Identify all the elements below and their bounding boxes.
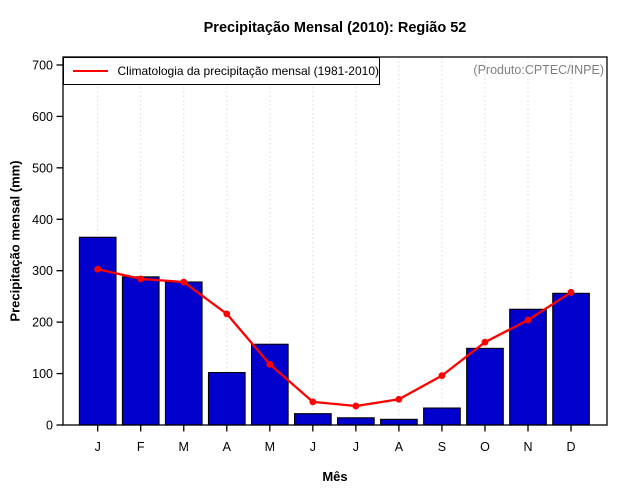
bar-4 (207, 371, 246, 426)
x-tick-label: S (438, 440, 446, 454)
x-tick-label: A (395, 440, 404, 454)
climatology-line (97, 268, 572, 408)
x-tick-label: M (265, 440, 275, 454)
climatology-point-2 (137, 275, 145, 283)
bar-12 (552, 292, 590, 426)
bar-10 (466, 347, 504, 426)
climatology-point-6 (309, 398, 317, 406)
climatology-point-11 (524, 316, 532, 324)
bar-1 (78, 236, 117, 426)
climatology-point-8 (395, 395, 403, 403)
bar-9 (423, 407, 461, 426)
climatology-point-5 (266, 360, 274, 368)
climatology-point-1 (94, 265, 102, 273)
bar-6 (293, 413, 332, 426)
legend: Climatologia da precipitação mensal (198… (63, 57, 380, 85)
y-tick-label: 600 (32, 110, 53, 124)
y-tick-label: 500 (32, 161, 53, 175)
bar-7 (337, 417, 375, 426)
x-tick-label: J (353, 440, 359, 454)
x-tick-label: F (137, 440, 145, 454)
climatology-point-4 (223, 310, 231, 318)
bar-8 (380, 418, 418, 426)
climatology-point-10 (481, 338, 489, 346)
x-tick-label: O (480, 440, 490, 454)
x-tick-label: N (523, 440, 532, 454)
y-tick-label: 300 (32, 264, 53, 278)
climatology-point-12 (567, 288, 575, 296)
x-tick-label: J (95, 440, 101, 454)
y-tick-label: 200 (32, 316, 53, 330)
y-tick-label: 700 (32, 58, 53, 72)
x-tick-label: M (179, 440, 189, 454)
y-tick-label: 100 (32, 367, 53, 381)
bar-11 (509, 308, 547, 426)
climatology-point-9 (438, 372, 446, 380)
bar-5 (250, 343, 289, 426)
x-tick-label: D (567, 440, 576, 454)
x-tick-label: A (223, 440, 232, 454)
y-tick-label: 400 (32, 213, 53, 227)
climatology-point-3 (180, 278, 188, 286)
y-axis-label: Precipitação mensal (mm) (7, 160, 23, 322)
x-tick-label: J (310, 440, 316, 454)
y-tick-label: 0 (46, 419, 53, 433)
bar-3 (164, 281, 203, 426)
source-note: (Produto:CPTEC/INPE) (473, 63, 604, 77)
x-axis-label: Mês (322, 469, 348, 484)
legend-line-sample-icon (73, 69, 108, 73)
climatology-point-7 (352, 402, 360, 410)
bar-2 (121, 276, 160, 426)
legend-label: Climatologia da precipitação mensal (198… (117, 64, 379, 78)
chart-title: Precipitação Mensal (2010): Região 52 (203, 20, 467, 36)
